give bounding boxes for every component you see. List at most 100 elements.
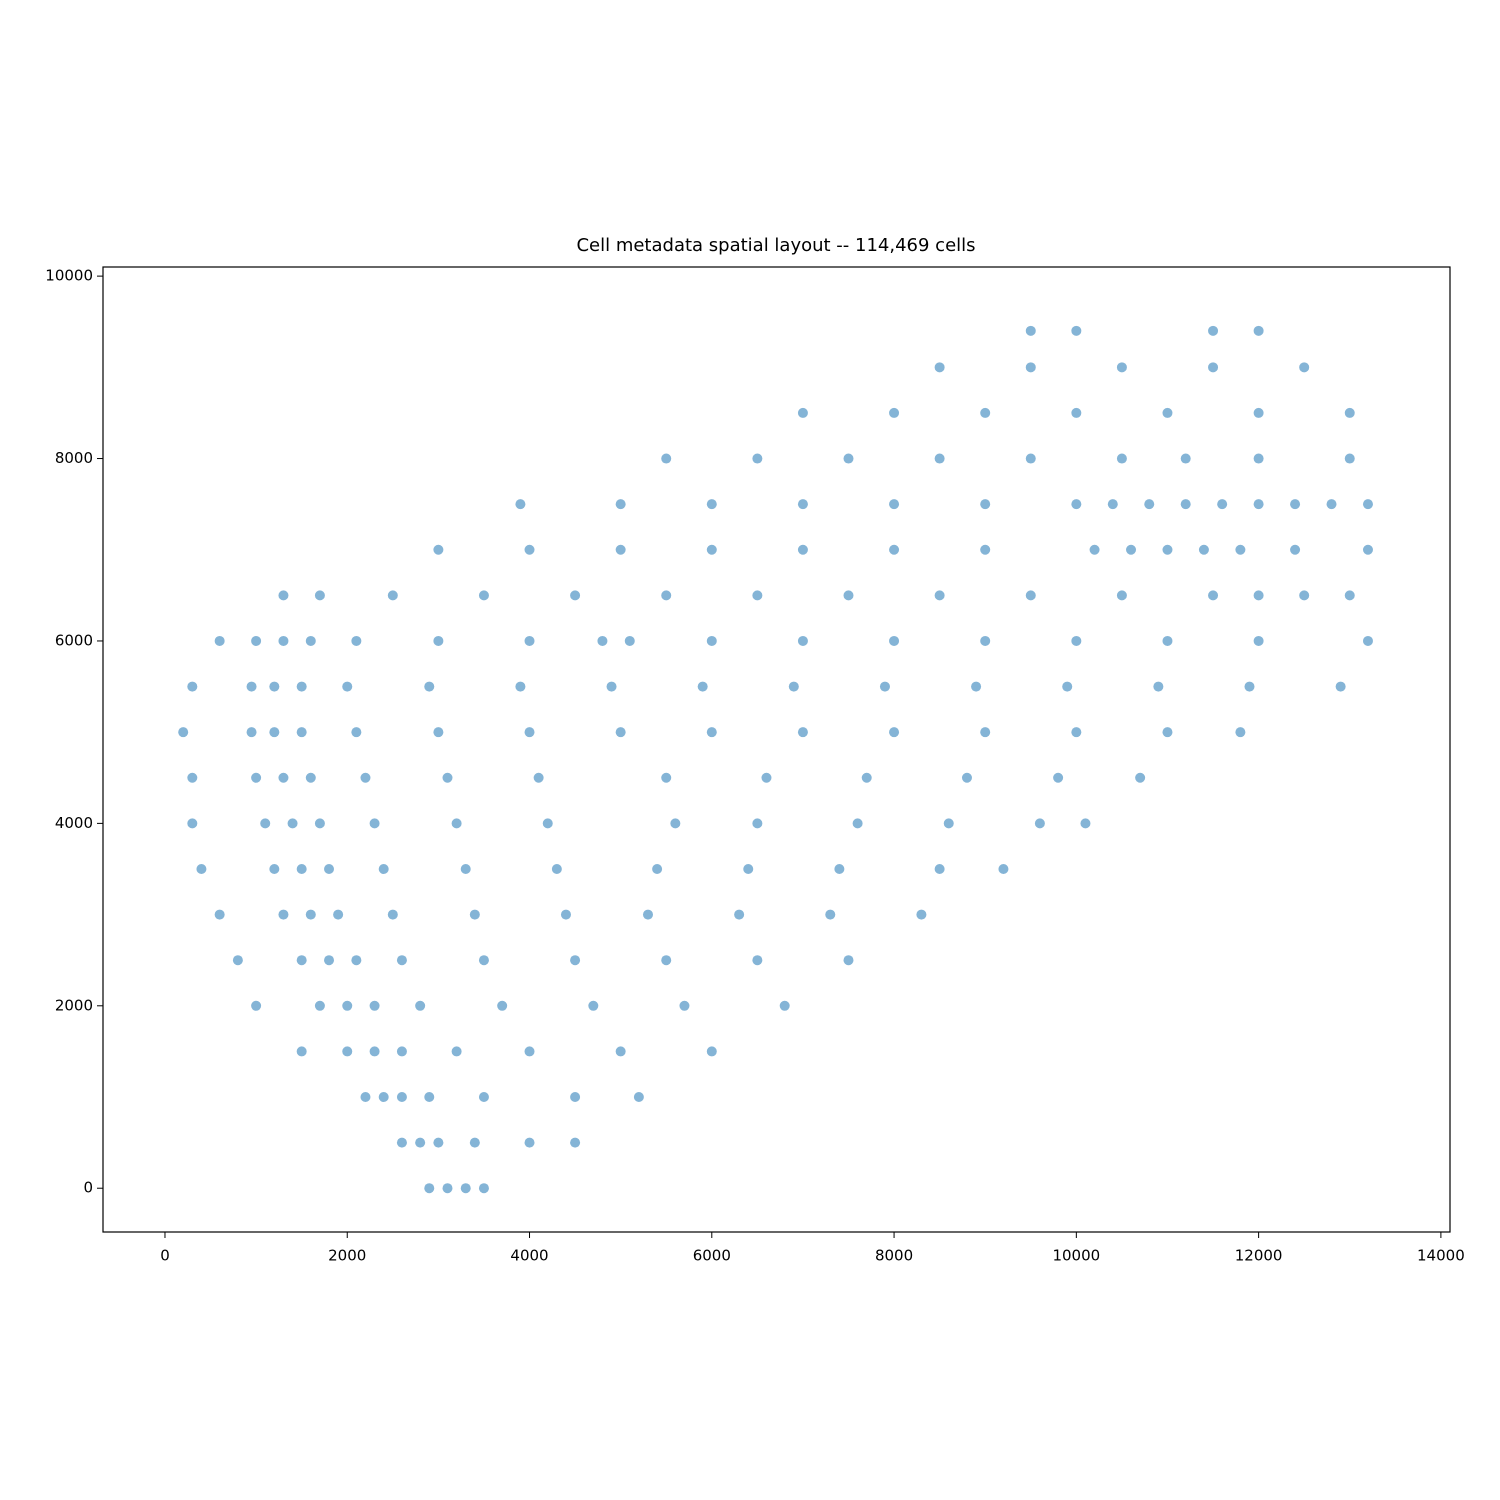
cell-point: [269, 863, 280, 874]
cell-point: [460, 863, 471, 874]
cell-point: [1362, 544, 1373, 555]
cell-point: [1053, 772, 1064, 783]
cell-point: [214, 909, 225, 920]
cell-point: [1025, 453, 1036, 464]
cell-point: [196, 863, 207, 874]
cell-point: [560, 909, 571, 920]
cell-point: [1025, 362, 1036, 373]
cell-point: [478, 1183, 489, 1194]
cell-point: [980, 407, 991, 418]
cell-point: [1253, 499, 1264, 510]
cell-point: [980, 544, 991, 555]
cell-point: [797, 635, 808, 646]
cell-point: [597, 635, 608, 646]
cell-point: [424, 1183, 435, 1194]
cell-point: [661, 772, 672, 783]
x-tick-label: 10000: [1052, 1247, 1100, 1265]
cell-point: [305, 772, 316, 783]
cell-point: [706, 727, 717, 738]
cell-point: [433, 635, 444, 646]
cell-point: [1344, 590, 1355, 601]
cell-point: [570, 955, 581, 966]
cell-point: [360, 772, 371, 783]
cell-point: [469, 1137, 480, 1148]
cell-point: [670, 818, 681, 829]
y-tick-label: 2000: [55, 996, 93, 1014]
cell-point: [706, 1046, 717, 1057]
cell-point: [779, 1000, 790, 1011]
cell-point: [278, 635, 289, 646]
cell-point: [934, 863, 945, 874]
cell-point: [524, 635, 535, 646]
cell-point: [1162, 635, 1173, 646]
cell-point: [369, 1000, 380, 1011]
cell-point: [387, 590, 398, 601]
cell-point: [415, 1137, 426, 1148]
cell-point: [1135, 772, 1146, 783]
cell-point: [998, 863, 1009, 874]
cell-point: [1116, 590, 1127, 601]
cell-point: [333, 909, 344, 920]
cell-point: [524, 1137, 535, 1148]
cell-point: [1208, 325, 1219, 336]
cell-point: [1126, 544, 1137, 555]
cell-point: [1290, 499, 1301, 510]
cell-point: [433, 1137, 444, 1148]
cell-point: [1071, 635, 1082, 646]
cell-point: [971, 681, 982, 692]
cell-point: [396, 1092, 407, 1103]
cell-point: [396, 955, 407, 966]
cell-point: [1071, 325, 1082, 336]
cell-point: [251, 772, 262, 783]
cell-point: [278, 909, 289, 920]
cell-point: [524, 1046, 535, 1057]
cell-point: [706, 499, 717, 510]
cell-point: [296, 1046, 307, 1057]
cell-point: [524, 544, 535, 555]
cell-point: [615, 499, 626, 510]
cell-point: [642, 909, 653, 920]
cell-point: [415, 1000, 426, 1011]
cell-point: [369, 1046, 380, 1057]
cell-point: [433, 544, 444, 555]
cell-point: [697, 681, 708, 692]
cell-point: [752, 955, 763, 966]
cell-point: [1180, 499, 1191, 510]
cell-point: [852, 818, 863, 829]
cell-point: [433, 727, 444, 738]
x-tick-label: 2000: [328, 1247, 366, 1265]
cell-point: [624, 635, 635, 646]
x-tick-label: 8000: [875, 1247, 913, 1265]
cell-point: [889, 635, 900, 646]
cell-point: [843, 955, 854, 966]
cell-point: [588, 1000, 599, 1011]
y-tick-label: 6000: [55, 631, 93, 649]
cell-point: [934, 590, 945, 601]
cell-point: [843, 453, 854, 464]
cell-point: [305, 635, 316, 646]
cell-point: [314, 590, 325, 601]
cell-point: [1025, 325, 1036, 336]
cell-point: [834, 863, 845, 874]
cell-point: [1217, 499, 1228, 510]
cell-point: [606, 681, 617, 692]
cell-point: [752, 590, 763, 601]
cell-point: [1034, 818, 1045, 829]
cell-point: [661, 955, 672, 966]
x-tick-label: 12000: [1235, 1247, 1283, 1265]
points: [178, 325, 1373, 1194]
cell-point: [1290, 544, 1301, 555]
cell-point: [305, 909, 316, 920]
cell-point: [1198, 544, 1209, 555]
cell-point: [542, 818, 553, 829]
cell-point: [524, 727, 535, 738]
cell-point: [788, 681, 799, 692]
cell-point: [360, 1092, 371, 1103]
y-tick-label: 8000: [55, 449, 93, 467]
cell-point: [324, 863, 335, 874]
cell-point: [980, 727, 991, 738]
cell-point: [797, 407, 808, 418]
cell-point: [1153, 681, 1164, 692]
cell-point: [1253, 635, 1264, 646]
cell-point: [451, 1046, 462, 1057]
